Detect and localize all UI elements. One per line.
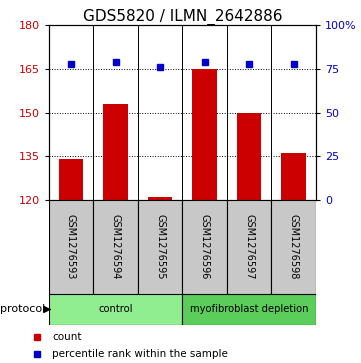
Bar bbox=[227, 200, 271, 294]
Text: GSM1276597: GSM1276597 bbox=[244, 214, 254, 280]
Title: GDS5820 / ILMN_2642886: GDS5820 / ILMN_2642886 bbox=[83, 9, 282, 25]
Text: GSM1276595: GSM1276595 bbox=[155, 214, 165, 280]
Bar bbox=[182, 200, 227, 294]
Text: percentile rank within the sample: percentile rank within the sample bbox=[52, 349, 228, 359]
Bar bbox=[148, 197, 172, 200]
Bar bbox=[138, 200, 182, 294]
Text: GSM1276593: GSM1276593 bbox=[66, 214, 76, 280]
Bar bbox=[182, 294, 316, 325]
Bar bbox=[59, 159, 83, 200]
Text: protocol: protocol bbox=[0, 305, 45, 314]
Bar bbox=[49, 200, 93, 294]
Bar bbox=[192, 69, 217, 200]
Text: control: control bbox=[98, 305, 133, 314]
Bar bbox=[281, 153, 306, 200]
Bar bbox=[49, 294, 182, 325]
Bar bbox=[93, 200, 138, 294]
Text: count: count bbox=[52, 332, 82, 342]
Text: GSM1276594: GSM1276594 bbox=[110, 214, 121, 280]
Bar bbox=[103, 104, 128, 200]
Text: GSM1276596: GSM1276596 bbox=[200, 214, 210, 280]
Bar bbox=[271, 200, 316, 294]
Text: myofibroblast depletion: myofibroblast depletion bbox=[190, 305, 308, 314]
Text: GSM1276598: GSM1276598 bbox=[288, 214, 299, 280]
Bar bbox=[237, 113, 261, 200]
